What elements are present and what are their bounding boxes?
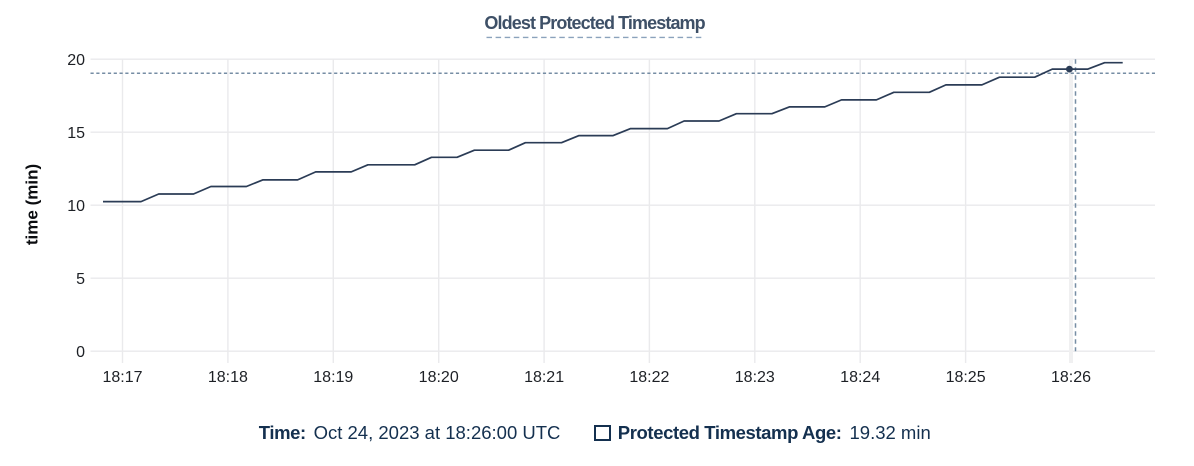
svg-text:15: 15	[67, 125, 85, 142]
svg-text:18:19: 18:19	[313, 369, 353, 386]
svg-text:18:26: 18:26	[1051, 369, 1091, 386]
svg-text:18:20: 18:20	[419, 369, 459, 386]
svg-text:0: 0	[76, 344, 85, 361]
svg-text:18:17: 18:17	[102, 369, 142, 386]
svg-text:18:22: 18:22	[629, 369, 669, 386]
svg-text:18:24: 18:24	[840, 369, 880, 386]
svg-text:18:18: 18:18	[208, 369, 248, 386]
svg-text:18:23: 18:23	[735, 369, 775, 386]
svg-text:time (min): time (min)	[23, 164, 42, 245]
svg-text:10: 10	[67, 198, 85, 215]
svg-text:18:25: 18:25	[946, 369, 986, 386]
svg-text:20: 20	[67, 52, 85, 69]
svg-text:18:21: 18:21	[524, 369, 564, 386]
svg-text:5: 5	[76, 271, 85, 288]
